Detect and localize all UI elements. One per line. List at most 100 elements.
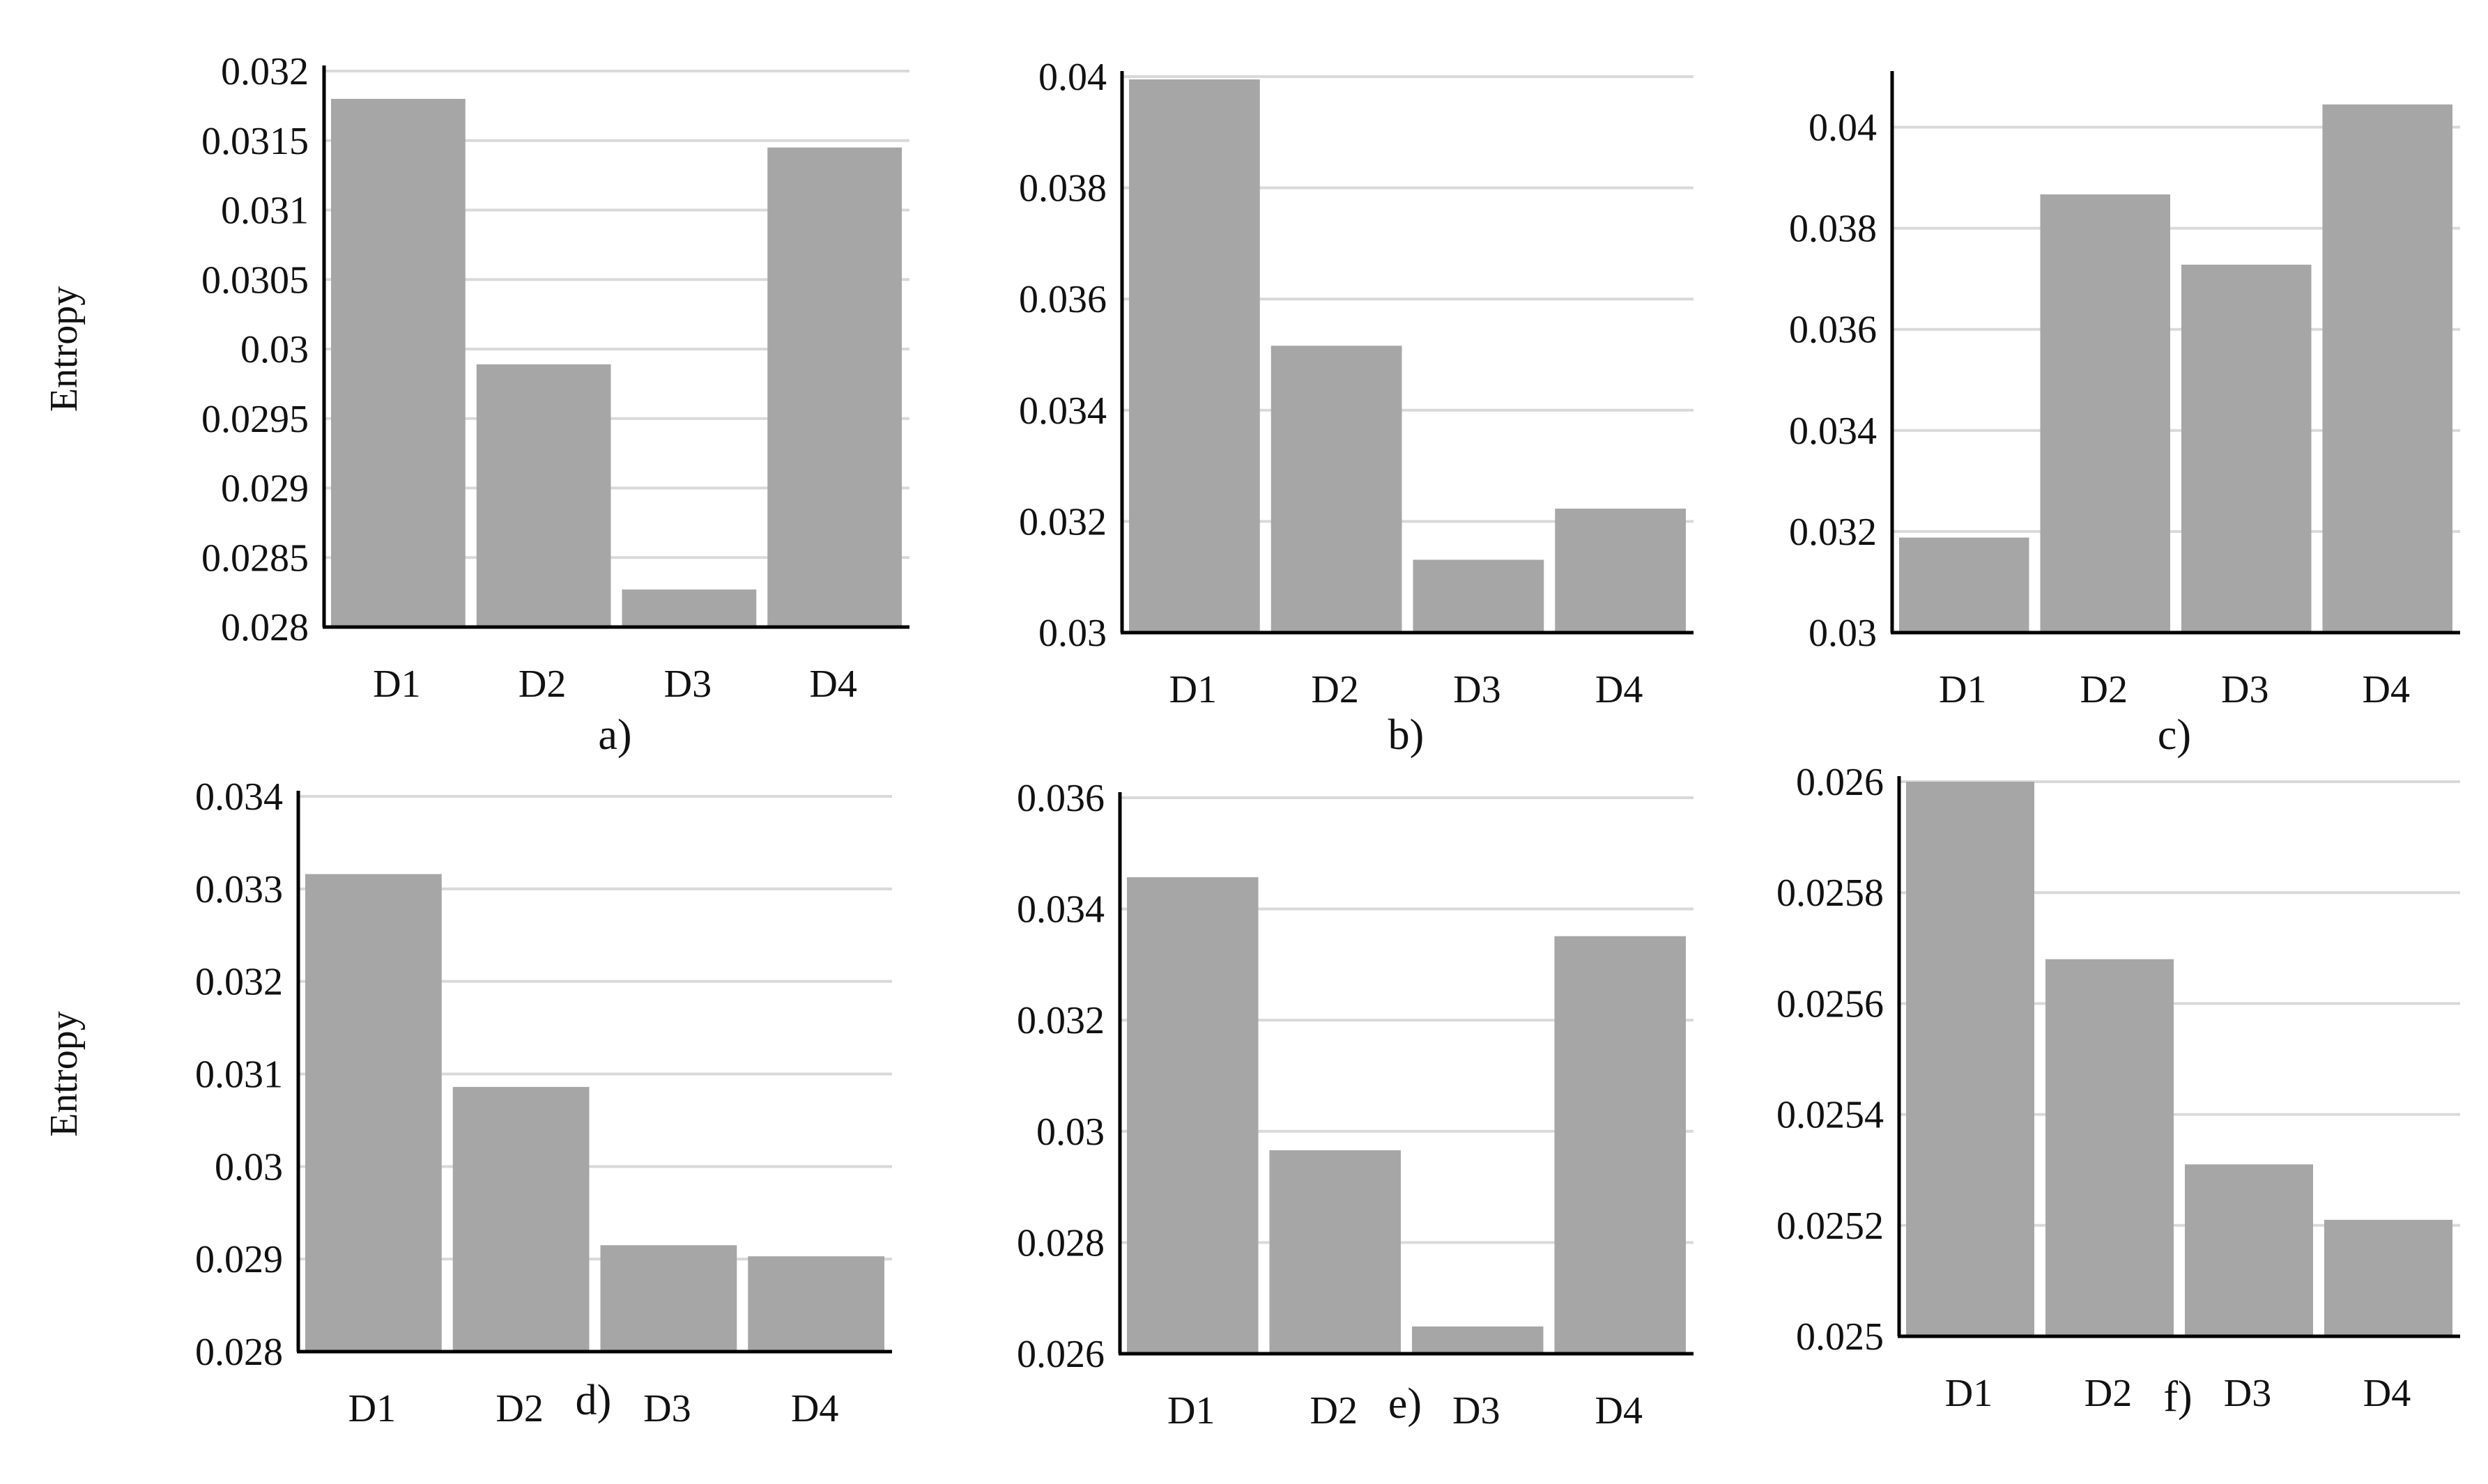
- bar-d1: [1127, 877, 1259, 1354]
- y-tick-label: 0.0258: [1776, 872, 1884, 915]
- bar-d4: [748, 1256, 884, 1352]
- panel-label: d): [576, 1377, 612, 1424]
- x-tick-label: D1: [1169, 668, 1217, 711]
- y-tick-label: 0.03: [215, 1145, 283, 1189]
- y-tick-label: 0.025: [1796, 1315, 1884, 1359]
- y-tick-label: 0.0285: [201, 536, 309, 580]
- bar-d2: [476, 364, 611, 627]
- bar-d2: [2045, 959, 2174, 1336]
- y-tick-label: 0.0252: [1776, 1205, 1884, 1248]
- chart-panel-e: 0.026 0.028 0.03 0.032 0.034 0.036 D1 D2 D3 D4 e): [1017, 777, 1694, 1432]
- bar-d1: [1129, 79, 1260, 633]
- bar-d1: [1906, 782, 2034, 1336]
- bar-d4: [767, 147, 902, 628]
- chart-panel-a: 0.028 0.0285 0.029 0.0295 0.03 0.0305 0.031 0.0…: [43, 50, 909, 759]
- x-tick-label: D3: [643, 1387, 691, 1430]
- bar-d2: [1270, 346, 1402, 633]
- x-tick-label: D2: [2084, 1372, 2132, 1415]
- bar-d3: [622, 589, 757, 627]
- chart-panel-d: 0.028 0.029 0.03 0.031 0.032 0.033 0.034 D1 D2 D3…: [43, 775, 892, 1430]
- x-tick-label: D4: [2363, 1372, 2411, 1415]
- x-tick-label: D3: [2224, 1372, 2271, 1415]
- bar-d2: [1269, 1150, 1401, 1354]
- y-tick-label: 0.03: [1809, 612, 1877, 655]
- bar-d1: [331, 98, 466, 627]
- x-tick-label: D4: [809, 663, 857, 706]
- x-tick-label: D3: [2221, 668, 2268, 711]
- y-tick-label: 0.0305: [201, 258, 309, 302]
- y-tick-label: 0.034: [1017, 888, 1105, 932]
- chart-panel-b: 0.03 0.032 0.034 0.036 0.038 0.04 D1 D2 D3 D4 b): [1019, 56, 1694, 759]
- bar-d3: [1412, 1326, 1544, 1354]
- y-tick-label: 0.032: [1017, 999, 1105, 1042]
- y-tick-label: 0.032: [1019, 500, 1107, 543]
- y-axis-title: Entropy: [43, 286, 86, 412]
- y-tick-label: 0.04: [1809, 107, 1877, 150]
- y-tick-label: 0.026: [1017, 1333, 1105, 1376]
- bar-d2: [2040, 194, 2170, 633]
- y-tick-label: 0.0315: [201, 120, 309, 163]
- y-tick-label: 0.0256: [1776, 982, 1884, 1026]
- y-tick-label: 0.032: [221, 50, 309, 93]
- x-tick-label: D2: [1311, 668, 1358, 711]
- x-tick-label: D3: [1453, 668, 1500, 711]
- bar-d4: [1555, 509, 1686, 633]
- x-tick-label: D1: [1167, 1389, 1215, 1432]
- y-tick-label: 0.028: [195, 1331, 283, 1374]
- x-tick-label: D3: [1452, 1389, 1500, 1432]
- y-tick-label: 0.036: [1789, 309, 1877, 352]
- y-tick-label: 0.032: [195, 961, 283, 1004]
- bar-d3: [2185, 1164, 2313, 1336]
- y-tick-label: 0.034: [1019, 389, 1107, 433]
- y-tick-label: 0.028: [221, 606, 309, 649]
- x-tick-label: D2: [496, 1387, 543, 1430]
- y-tick-label: 0.038: [1789, 208, 1877, 251]
- y-tick-label: 0.036: [1017, 777, 1105, 820]
- y-tick-label: 0.033: [195, 868, 283, 911]
- x-tick-label: D4: [1595, 1389, 1643, 1432]
- y-axis-title: Entropy: [43, 1011, 86, 1136]
- bar-d3: [2181, 264, 2312, 633]
- x-tick-label: D2: [519, 663, 566, 706]
- y-tick-label: 0.026: [1796, 761, 1884, 804]
- x-tick-label: D1: [348, 1387, 396, 1430]
- x-tick-label: D1: [1945, 1372, 1992, 1415]
- y-tick-label: 0.0254: [1776, 1094, 1884, 1137]
- y-tick-label: 0.029: [221, 467, 309, 511]
- x-tick-label: D4: [2363, 668, 2410, 711]
- y-tick-label: 0.028: [1017, 1221, 1105, 1265]
- chart-panel-f: 0.025 0.0252 0.0254 0.0256 0.0258 0.026 D1 D2 D3…: [1776, 761, 2460, 1421]
- x-tick-label: D4: [1595, 668, 1643, 711]
- panel-label: e): [1388, 1380, 1422, 1428]
- chart-panel-c: 0.03 0.032 0.034 0.036 0.038 0.04 D1 D2 D3 D4 c): [1789, 71, 2460, 759]
- x-tick-label: D3: [664, 663, 712, 706]
- y-tick-label: 0.04: [1038, 56, 1107, 99]
- x-tick-label: D1: [1939, 668, 1986, 711]
- x-tick-label: D2: [1310, 1389, 1358, 1432]
- panel-label: c): [2158, 711, 2191, 759]
- y-tick-label: 0.038: [1019, 167, 1107, 210]
- y-tick-label: 0.032: [1789, 511, 1877, 554]
- y-tick-label: 0.03: [1038, 612, 1107, 655]
- bar-d3: [600, 1245, 737, 1352]
- bar-d1: [305, 874, 442, 1352]
- x-tick-label: D1: [373, 663, 420, 706]
- bar-d4: [2322, 104, 2452, 633]
- bar-d4: [2324, 1219, 2452, 1336]
- y-tick-label: 0.03: [240, 328, 309, 371]
- x-tick-label: D2: [2080, 668, 2128, 711]
- y-tick-label: 0.034: [1789, 410, 1877, 453]
- bar-d1: [1899, 537, 2029, 633]
- x-tick-label: D4: [791, 1387, 838, 1430]
- y-tick-label: 0.03: [1036, 1111, 1105, 1154]
- bar-d3: [1413, 559, 1544, 633]
- panel-label: a): [598, 711, 631, 759]
- y-tick-label: 0.031: [221, 190, 309, 233]
- panel-label: b): [1388, 711, 1425, 759]
- y-tick-label: 0.029: [195, 1238, 283, 1281]
- bar-d2: [452, 1087, 590, 1352]
- y-tick-label: 0.036: [1019, 278, 1107, 321]
- panel-label: f): [2163, 1373, 2192, 1421]
- bar-d4: [1554, 936, 1686, 1354]
